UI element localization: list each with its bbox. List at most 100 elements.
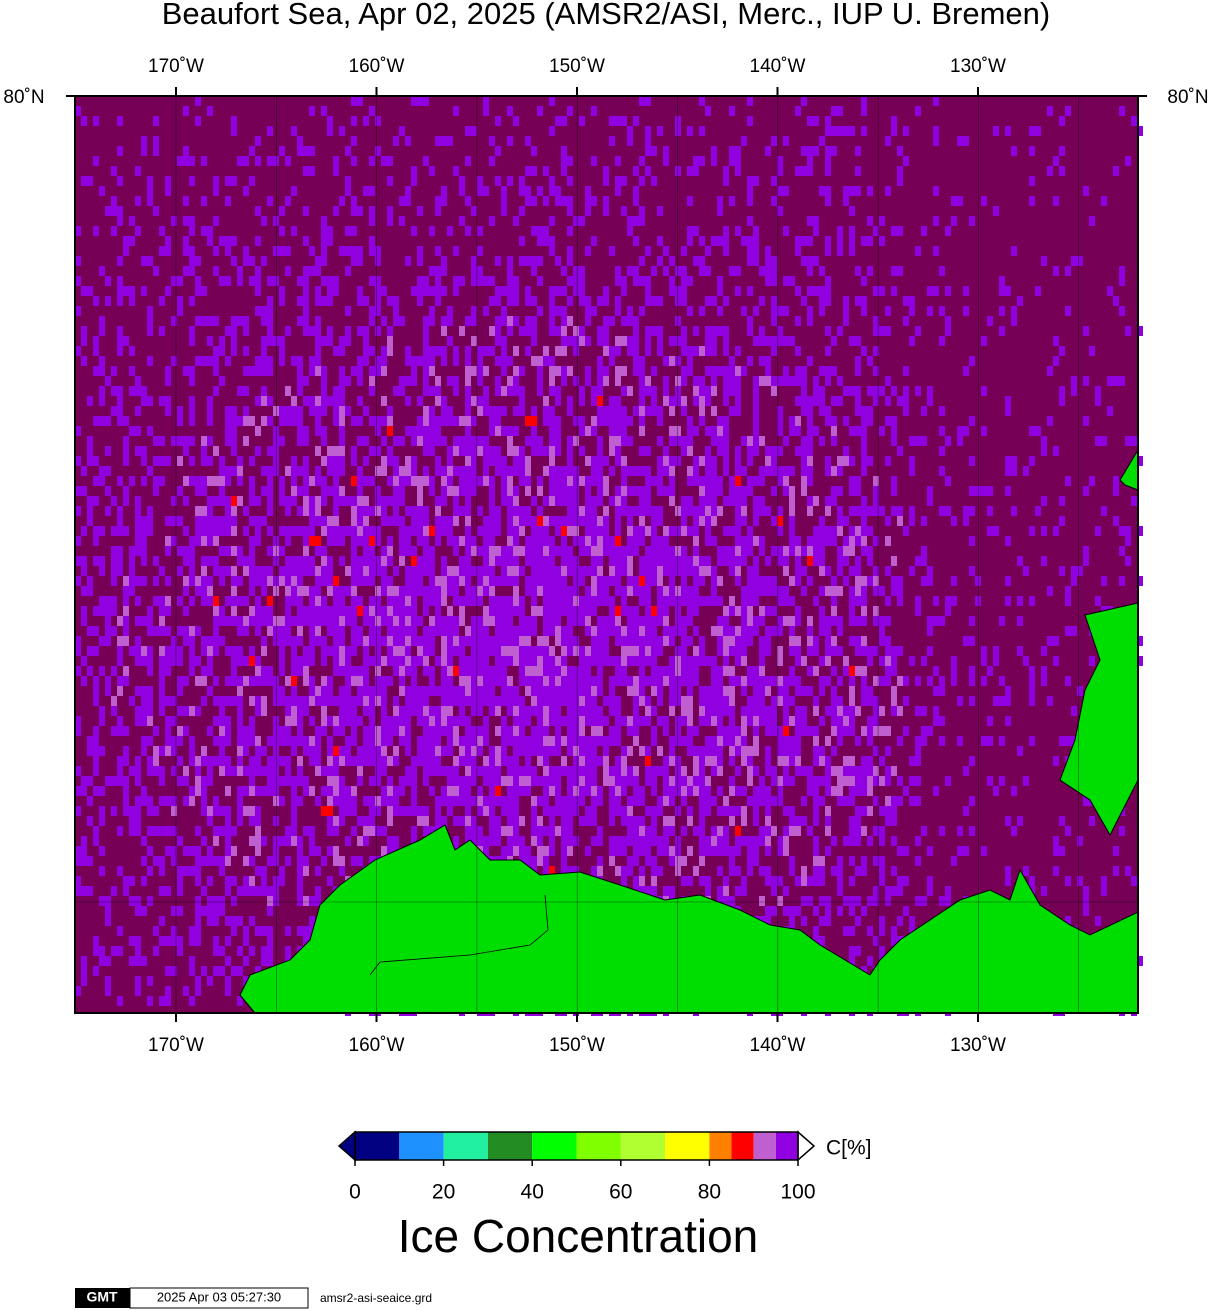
ice-cell: [153, 146, 159, 156]
ice-cell: [579, 726, 585, 736]
ice-cell: [735, 566, 741, 576]
ice-cell: [465, 396, 471, 406]
ice-cell: [741, 626, 747, 636]
ice-cell: [417, 276, 423, 286]
ice-cell: [675, 386, 681, 396]
ice-cell: [765, 466, 771, 476]
ice-cell: [1125, 556, 1131, 566]
ice-cell: [369, 656, 375, 666]
ice-cell: [807, 546, 813, 556]
ice-cell: [297, 726, 303, 736]
ice-cell: [795, 566, 801, 576]
ice-cell: [771, 796, 777, 806]
ice-cell: [267, 126, 273, 136]
ice-cell: [411, 686, 417, 696]
ice-cell: [357, 476, 363, 486]
ice-cell: [633, 646, 639, 656]
ice-cell: [609, 356, 615, 366]
ice-cell: [345, 736, 351, 746]
ice-cell: [891, 476, 897, 486]
ice-cell: [543, 606, 549, 616]
ice-cell: [429, 346, 435, 356]
ice-cell: [381, 696, 387, 706]
ice-cell: [405, 706, 411, 716]
ice-cell: [567, 776, 573, 786]
ice-cell: [987, 736, 993, 746]
ice-cell: [561, 316, 567, 326]
ice-cell: [849, 486, 855, 496]
ice-cell: [657, 456, 663, 466]
ice-cell: [1035, 506, 1041, 516]
ice-cell: [519, 396, 525, 406]
ice-cell: [375, 296, 381, 306]
ice-cell: [711, 596, 717, 606]
ice-cell: [249, 776, 255, 786]
ice-cell: [627, 586, 633, 596]
ice-cell: [231, 566, 237, 576]
ice-cell: [603, 456, 609, 466]
ice-cell: [717, 236, 723, 246]
ice-cell: [513, 766, 519, 776]
ice-cell: [843, 656, 849, 666]
ice-cell: [441, 436, 447, 446]
ice-cell: [357, 766, 363, 776]
ice-cell: [333, 446, 339, 456]
ice-cell: [423, 466, 429, 476]
ice-cell: [171, 276, 177, 286]
ice-cell: [717, 746, 723, 756]
ice-cell: [387, 216, 393, 226]
ice-cell: [771, 256, 777, 266]
ice-cell: [81, 486, 87, 496]
ice-cell: [1089, 656, 1095, 666]
ice-cell: [645, 646, 651, 656]
ice-cell: [693, 326, 699, 336]
ice-cell: [441, 576, 447, 586]
ice-cell: [837, 126, 843, 136]
ice-cell: [645, 296, 651, 306]
ice-cell: [309, 536, 315, 546]
ice-cell: [597, 786, 603, 796]
ice-cell: [123, 236, 129, 246]
ice-cell: [477, 736, 483, 746]
ice-cell: [387, 426, 393, 436]
ice-cell: [459, 596, 465, 606]
ice-cell: [99, 596, 105, 606]
ice-cell: [759, 666, 765, 676]
ice-cell: [309, 506, 315, 516]
ice-cell: [615, 696, 621, 706]
ice-cell: [87, 646, 93, 656]
ice-cell: [225, 416, 231, 426]
ice-cell: [513, 626, 519, 636]
ice-cell: [387, 446, 393, 456]
ice-cell: [1089, 476, 1095, 486]
ice-cell: [291, 576, 297, 586]
ice-cell: [471, 266, 477, 276]
ice-cell: [621, 436, 627, 446]
ice-cell: [93, 726, 99, 736]
ice-cell: [717, 626, 723, 636]
ice-cell: [657, 696, 663, 706]
ice-cell: [123, 336, 129, 346]
ice-cell: [93, 556, 99, 566]
ice-cell: [567, 716, 573, 726]
ice-cell: [195, 516, 201, 526]
ice-cell: [789, 516, 795, 526]
ice-cell: [375, 246, 381, 256]
ice-cell: [459, 716, 465, 726]
ice-cell: [123, 596, 129, 606]
ice-cell: [201, 796, 207, 806]
ice-cell: [675, 716, 681, 726]
ice-cell: [615, 576, 621, 586]
ice-cell: [1029, 686, 1035, 696]
ice-cell: [243, 506, 249, 516]
ice-cell: [825, 366, 831, 376]
ice-cell: [201, 806, 207, 816]
ice-cell: [495, 776, 501, 786]
ice-cell: [621, 556, 627, 566]
ice-cell: [999, 326, 1005, 336]
ice-cell: [675, 116, 681, 126]
ice-cell: [465, 406, 471, 416]
ice-cell: [855, 666, 861, 676]
ice-cell: [645, 556, 651, 566]
ice-cell: [699, 486, 705, 496]
